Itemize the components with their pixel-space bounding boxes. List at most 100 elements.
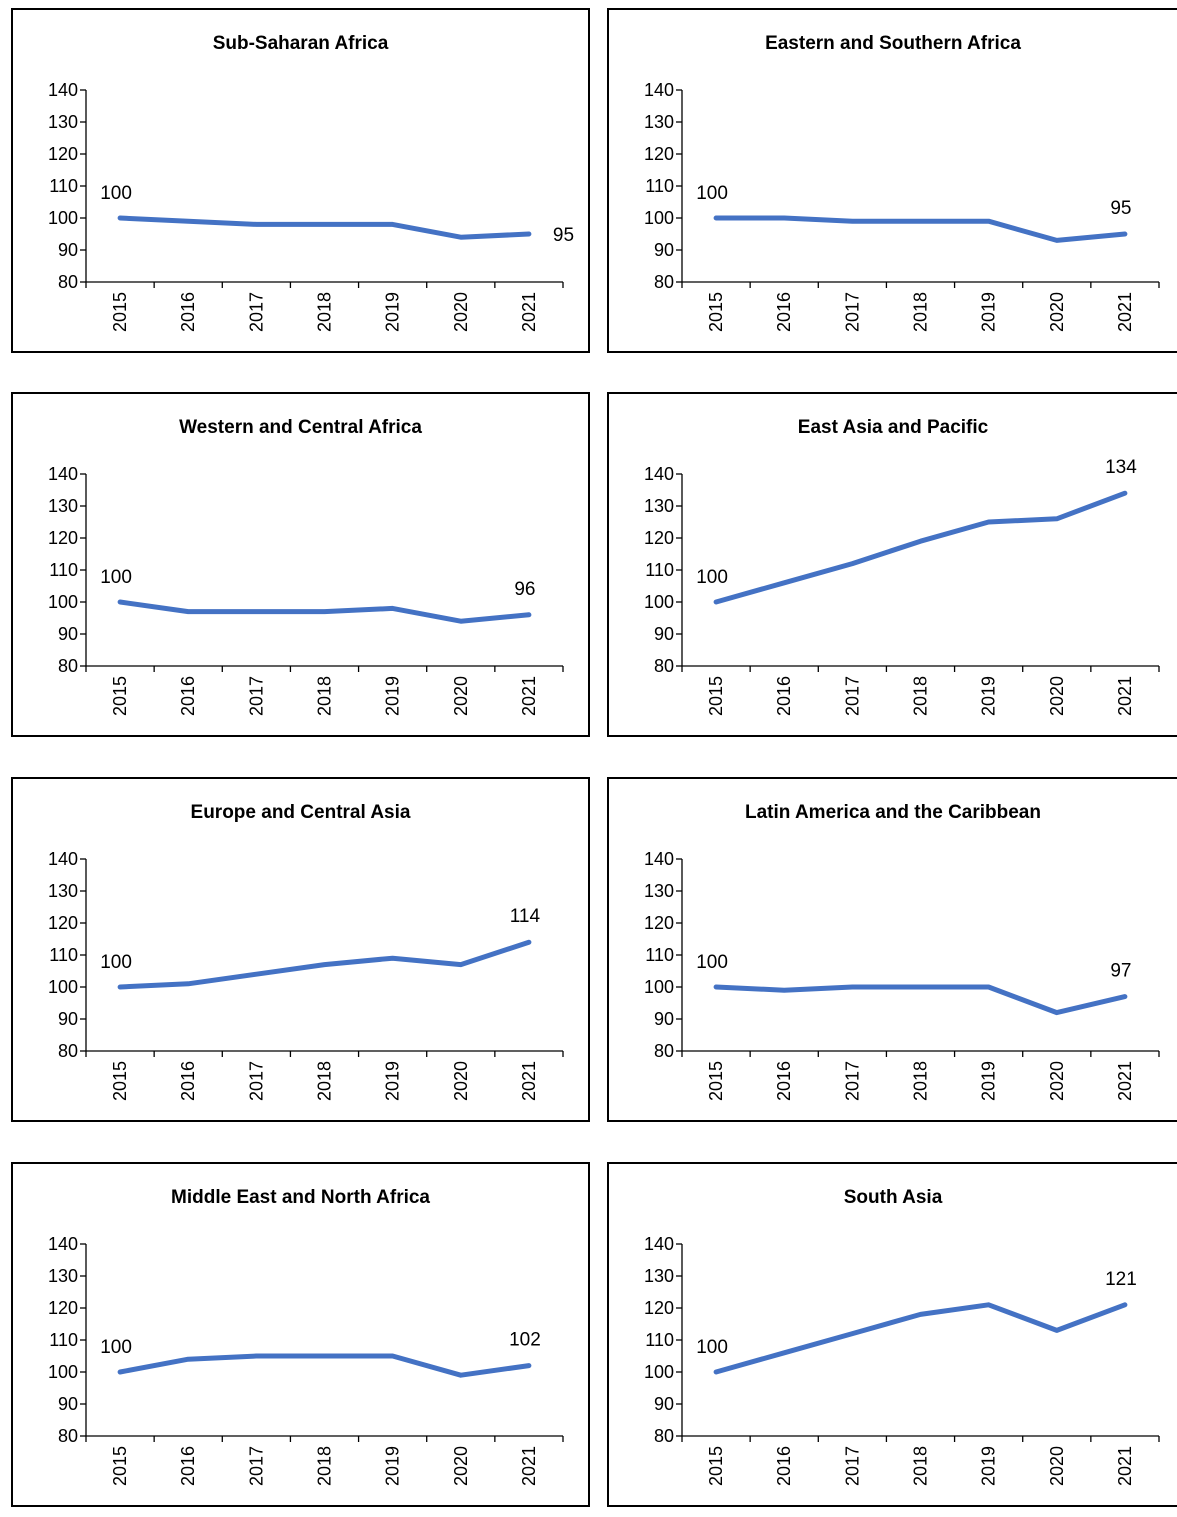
x-tick-label: 2021 — [519, 292, 539, 332]
x-tick-label: 2017 — [246, 676, 266, 716]
x-tick-label: 2016 — [774, 292, 794, 332]
y-tick-label: 100 — [48, 1362, 78, 1382]
x-tick-label: 2020 — [451, 676, 471, 716]
y-tick-label: 80 — [58, 272, 78, 292]
x-tick-label: 2015 — [110, 292, 130, 332]
y-tick-label: 80 — [58, 656, 78, 676]
y-tick-label: 120 — [48, 528, 78, 548]
x-tick-label: 2016 — [774, 1446, 794, 1486]
y-tick-label: 110 — [645, 560, 674, 580]
chart-panel-eastern-and-southern-africa: Eastern and Southern Africa 80 90 100 110 120… — [607, 8, 1177, 353]
x-tick-label: 2019 — [383, 1446, 403, 1486]
line-chart: Eastern and Southern Africa 80 90 100 110 120… — [644, 33, 1160, 332]
y-tick-label: 100 — [48, 977, 78, 997]
y-tick-label: 100 — [644, 1362, 674, 1382]
y-tick-label: 100 — [48, 208, 78, 228]
x-tick-label: 2021 — [1115, 1061, 1135, 1101]
chart-title: Middle East and North Africa — [171, 1187, 430, 1208]
y-tick-label: 110 — [645, 945, 674, 965]
y-tick-label: 80 — [58, 1041, 78, 1061]
x-tick-label: 2021 — [519, 1061, 539, 1101]
series-line — [713, 1302, 1128, 1375]
x-tick-label: 2019 — [979, 1061, 999, 1101]
y-tick-label: 100 — [644, 592, 674, 612]
x-tick-label: 2016 — [178, 1446, 198, 1486]
y-tick-label: 130 — [644, 881, 674, 901]
data-label: 100 — [100, 183, 132, 204]
data-label: 100 — [696, 1337, 728, 1358]
y-tick-label: 90 — [654, 1394, 674, 1414]
x-tick-label: 2016 — [178, 1061, 198, 1101]
x-tick-label: 2017 — [246, 1446, 266, 1486]
chart-panel-latin-america-and-the-caribbean: Latin America and the Caribbean 80 90 100 11… — [607, 777, 1177, 1122]
x-tick-label: 2018 — [315, 1061, 335, 1101]
chart-panel-sub-saharan-africa: Sub-Saharan Africa 80 90 100 110 120 130 140 201… — [11, 8, 590, 353]
y-tick-label: 140 — [644, 464, 674, 484]
y-tick-label: 80 — [654, 272, 674, 292]
line-chart: South Asia 80 90 100 110 120 130 140 2015 2016 201… — [644, 1187, 1160, 1486]
data-label: 95 — [1110, 198, 1131, 219]
y-tick-label: 100 — [644, 208, 674, 228]
x-tick-label: 2015 — [706, 1061, 726, 1101]
x-tick-label: 2020 — [1047, 292, 1067, 332]
x-tick-label: 2020 — [1047, 1061, 1067, 1101]
y-tick-label: 120 — [644, 913, 674, 933]
chart-title: South Asia — [844, 1187, 943, 1208]
x-tick-label: 2016 — [178, 676, 198, 716]
y-tick-label: 90 — [654, 624, 674, 644]
x-tick-label: 2020 — [451, 1061, 471, 1101]
x-tick-label: 2018 — [911, 292, 931, 332]
data-label: 100 — [696, 952, 728, 973]
chart-title: Western and Central Africa — [179, 417, 422, 438]
data-label: 100 — [100, 952, 132, 973]
y-tick-label: 110 — [645, 1330, 674, 1350]
y-tick-label: 80 — [58, 1426, 78, 1446]
data-label: 121 — [1105, 1269, 1137, 1290]
y-tick-label: 110 — [49, 945, 78, 965]
y-tick-label: 120 — [644, 1298, 674, 1318]
y-tick-label: 130 — [48, 881, 78, 901]
y-tick-label: 130 — [48, 496, 78, 516]
y-tick-label: 140 — [48, 80, 78, 100]
x-tick-label: 2015 — [110, 1061, 130, 1101]
y-tick-label: 80 — [654, 656, 674, 676]
x-tick-label: 2017 — [842, 676, 862, 716]
x-tick-label: 2021 — [1115, 292, 1135, 332]
chart-panel-middle-east-and-north-africa: Middle East and North Africa 80 90 100 110 12… — [11, 1162, 590, 1507]
y-tick-label: 120 — [644, 144, 674, 164]
x-tick-label: 2018 — [315, 292, 335, 332]
series-line — [117, 599, 532, 624]
line-chart: Sub-Saharan Africa 80 90 100 110 120 130 140 201… — [48, 33, 574, 332]
x-tick-label: 2015 — [706, 1446, 726, 1486]
x-tick-label: 2018 — [911, 676, 931, 716]
line-chart: East Asia and Pacific 80 90 100 110 120 130 140… — [644, 417, 1160, 716]
x-tick-label: 2021 — [519, 676, 539, 716]
x-tick-label: 2019 — [383, 676, 403, 716]
x-tick-label: 2019 — [979, 676, 999, 716]
line-chart: Europe and Central Asia 80 90 100 110 120 130 1… — [48, 802, 564, 1101]
y-tick-label: 120 — [48, 913, 78, 933]
y-tick-label: 140 — [644, 1234, 674, 1254]
x-tick-label: 2019 — [383, 292, 403, 332]
series-line — [713, 984, 1128, 1016]
x-tick-label: 2020 — [451, 1446, 471, 1486]
y-tick-label: 110 — [49, 560, 78, 580]
data-label: 114 — [510, 906, 541, 927]
x-tick-label: 2019 — [979, 1446, 999, 1486]
x-tick-label: 2019 — [383, 1061, 403, 1101]
series-line — [117, 939, 532, 990]
y-tick-label: 90 — [58, 240, 78, 260]
chart-title: Europe and Central Asia — [191, 802, 411, 823]
y-tick-label: 90 — [58, 1009, 78, 1029]
x-tick-label: 2017 — [246, 1061, 266, 1101]
y-tick-label: 140 — [48, 1234, 78, 1254]
y-tick-label: 110 — [645, 176, 674, 196]
series-line — [117, 215, 532, 240]
x-tick-label: 2021 — [1115, 676, 1135, 716]
y-tick-label: 110 — [49, 1330, 78, 1350]
chart-panel-east-asia-and-pacific: East Asia and Pacific 80 90 100 110 120 130 140… — [607, 392, 1177, 737]
data-label: 100 — [696, 183, 728, 204]
x-tick-label: 2019 — [979, 292, 999, 332]
chart-title: East Asia and Pacific — [798, 417, 989, 438]
x-tick-label: 2021 — [1115, 1446, 1135, 1486]
